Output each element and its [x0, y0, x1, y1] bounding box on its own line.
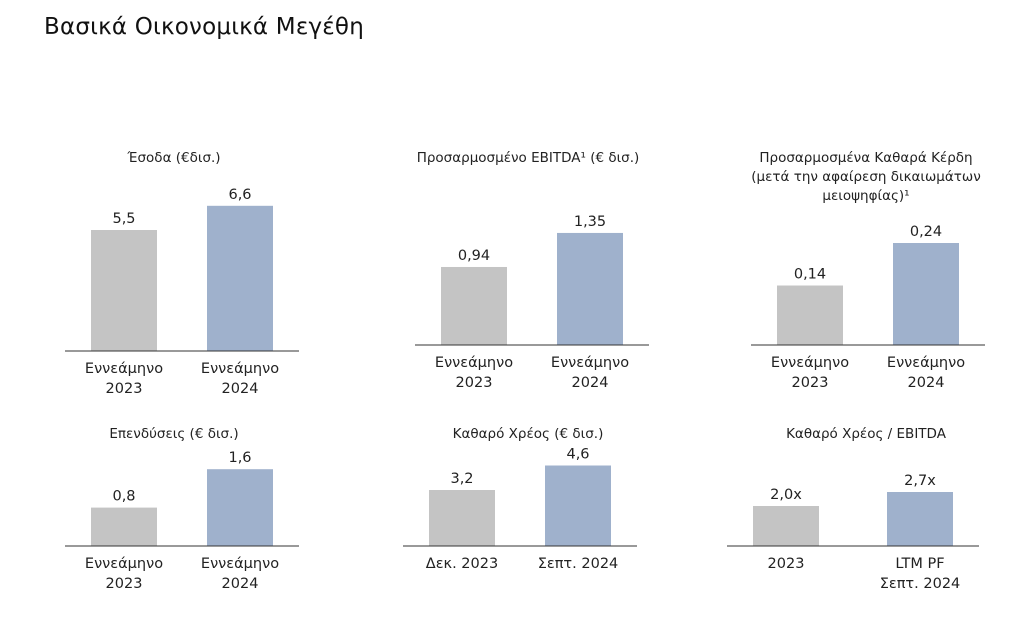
category-label-line: 2024 — [222, 576, 259, 592]
category-label: Εννεάμηνο 2023 — [85, 361, 163, 397]
category-label-line: 2023 — [106, 576, 143, 592]
category-label-line: Εννεάμηνο — [771, 355, 849, 371]
data-label: 0,14 — [794, 267, 826, 283]
chart-5: Καθαρό Χρέος (€ δισ.) 3,2 Δεκ. 2023 4,6 Σεπτ… — [403, 426, 637, 572]
category-label-line: Εννεάμηνο — [85, 361, 163, 377]
category-label-line: Εννεάμηνο — [85, 556, 163, 572]
bar — [429, 490, 495, 546]
bar — [545, 465, 611, 546]
bar — [207, 205, 273, 351]
category-label-line: Εννεάμηνο — [435, 355, 513, 371]
category-label-line: 2023 — [768, 556, 805, 572]
bar — [91, 230, 157, 351]
bar — [207, 469, 273, 546]
category-label: Εννεάμηνο 2023 — [85, 556, 163, 592]
category-label-line: Σεπτ. 2024 — [880, 576, 961, 592]
data-label: 4,6 — [566, 447, 589, 463]
chart-1: Έσοδα (€δισ.) 5,5 Εννεάμηνο 2023 6,6 Εννεάμην… — [65, 150, 299, 397]
category-label-line: Εννεάμηνο — [887, 355, 965, 371]
bar — [777, 285, 843, 345]
category-label-line: Εννεάμηνο — [201, 556, 279, 572]
chart-title-line: Προσαρμοσμένα Καθαρά Κέρδη — [759, 150, 972, 166]
category-label-line: 2024 — [222, 381, 259, 397]
chart-title: Έσοδα (€δισ.) — [126, 150, 220, 166]
category-label-line: Σεπτ. 2024 — [538, 556, 619, 572]
chart-title-line: Έσοδα (€δισ.) — [126, 150, 220, 166]
chart-title-line: Επενδύσεις (€ δισ.) — [109, 426, 238, 442]
category-label: Δεκ. 2023 — [426, 556, 498, 572]
chart-title: Επενδύσεις (€ δισ.) — [109, 426, 238, 442]
category-label-line: 2024 — [908, 375, 945, 391]
chart-title-line: μειοψηφίας)¹ — [822, 188, 909, 204]
category-label-line: Εννεάμηνο — [201, 361, 279, 377]
category-label: Εννεάμηνο 2024 — [201, 556, 279, 592]
data-label: 0,24 — [910, 224, 942, 240]
chart-4: Επενδύσεις (€ δισ.) 0,8 Εννεάμηνο 2023 1,6 Εν… — [65, 426, 299, 592]
chart-title-line: (μετά την αφαίρεση δικαιωμάτων — [751, 169, 981, 185]
chart-3: Προσαρμοσμένα Καθαρά Κέρδη (μετά την αφαί… — [751, 150, 985, 391]
data-label: 0,94 — [458, 248, 490, 264]
category-label-line: Εννεάμηνο — [551, 355, 629, 371]
page-title: Βασικά Οικονομικά Μεγέθη — [44, 14, 364, 40]
category-label: Εννεάμηνο 2024 — [201, 361, 279, 397]
category-label: Εννεάμηνο 2024 — [551, 355, 629, 391]
category-label: Εννεάμηνο 2023 — [435, 355, 513, 391]
category-label-line: LTM PF — [895, 556, 944, 572]
category-label: Εννεάμηνο 2023 — [771, 355, 849, 391]
data-label: 3,2 — [450, 471, 473, 487]
category-label-line: 2023 — [456, 375, 493, 391]
data-label: 1,6 — [228, 450, 251, 466]
data-label: 2,7x — [904, 473, 936, 489]
category-label-line: Δεκ. 2023 — [426, 556, 498, 572]
bar — [557, 232, 623, 345]
data-label: 0,8 — [112, 489, 135, 505]
chart-title: Προσαρμοσμένο EBITDA¹ (€ δισ.) — [417, 150, 640, 166]
data-label: 2,0x — [770, 487, 802, 503]
category-label-line: 2023 — [792, 375, 829, 391]
bar — [893, 243, 959, 345]
chart-title-line: Προσαρμοσμένο EBITDA¹ (€ δισ.) — [417, 150, 640, 166]
chart-title: Καθαρό Χρέος / EBITDA — [786, 426, 947, 442]
bar — [91, 507, 157, 546]
data-label: 1,35 — [574, 214, 606, 230]
category-label: Σεπτ. 2024 — [538, 556, 619, 572]
category-label: Εννεάμηνο 2024 — [887, 355, 965, 391]
category-label: 2023 — [768, 556, 805, 572]
bar — [441, 266, 507, 345]
chart-title-line: Καθαρό Χρέος / EBITDA — [786, 426, 947, 442]
bar — [887, 492, 953, 546]
category-label: LTM PF Σεπτ. 2024 — [880, 556, 961, 592]
chart-title: Καθαρό Χρέος (€ δισ.) — [453, 426, 604, 442]
data-label: 5,5 — [112, 211, 135, 227]
bar — [753, 506, 819, 546]
chart-title-line: Καθαρό Χρέος (€ δισ.) — [453, 426, 604, 442]
data-label: 6,6 — [228, 187, 251, 203]
category-label-line: 2023 — [106, 381, 143, 397]
category-label-line: 2024 — [572, 375, 609, 391]
chart-title: Προσαρμοσμένα Καθαρά Κέρδη (μετά την αφαί… — [751, 150, 981, 204]
chart-6: Καθαρό Χρέος / EBITDA 2,0x 2023 2,7x LTM PF Σ… — [727, 426, 979, 592]
chart-2: Προσαρμοσμένο EBITDA¹ (€ δισ.) 0,94 Εννεάμ… — [415, 150, 649, 391]
